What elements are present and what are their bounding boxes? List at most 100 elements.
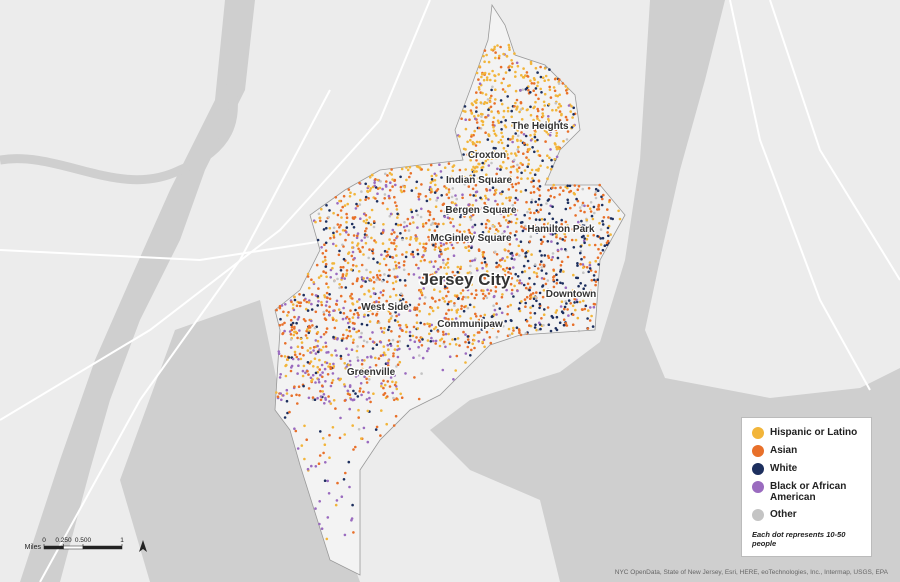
population-dot <box>374 241 378 244</box>
population-dot <box>357 306 361 310</box>
population-dot <box>526 177 529 180</box>
population-dot <box>356 359 360 362</box>
population-dot <box>367 391 370 394</box>
population-dot <box>283 355 287 358</box>
population-dot <box>592 205 596 209</box>
population-dot <box>497 222 501 225</box>
population-dot <box>502 160 505 164</box>
population-dot <box>351 424 355 427</box>
population-dot <box>519 190 523 193</box>
population-dot <box>448 342 452 346</box>
population-dot <box>480 119 484 123</box>
population-dot <box>538 218 541 222</box>
population-dot <box>351 302 354 305</box>
population-dot <box>418 242 422 245</box>
population-dot <box>412 255 415 259</box>
population-dot <box>365 227 368 230</box>
population-dot <box>575 276 578 280</box>
population-dot <box>496 180 500 183</box>
population-dot <box>309 376 313 380</box>
population-dot <box>606 226 610 230</box>
population-dot <box>325 351 328 354</box>
population-dot <box>464 340 467 344</box>
population-dot <box>347 363 350 367</box>
population-dot <box>555 233 558 237</box>
population-dot <box>336 338 339 341</box>
population-dot <box>393 238 396 242</box>
population-dot <box>409 236 413 239</box>
population-dot <box>319 219 322 223</box>
population-dot <box>473 231 477 234</box>
population-dot <box>591 228 594 231</box>
population-dot <box>337 253 341 257</box>
population-dot <box>440 275 444 278</box>
population-dot <box>572 246 576 249</box>
population-dot <box>324 220 328 223</box>
population-dot <box>306 272 310 276</box>
population-dot <box>508 267 512 271</box>
population-dot <box>374 178 377 181</box>
population-dot <box>477 176 480 180</box>
population-dot <box>442 202 446 206</box>
population-dot <box>505 55 509 58</box>
population-dot <box>434 205 438 208</box>
population-dot <box>379 291 383 294</box>
population-dot <box>532 190 536 194</box>
population-dot <box>463 278 466 282</box>
population-dot <box>346 389 350 393</box>
population-dot <box>458 168 462 172</box>
population-dot <box>355 264 358 268</box>
population-dot <box>572 106 575 110</box>
population-dot <box>530 168 534 172</box>
population-dot <box>508 46 511 49</box>
population-dot <box>493 250 497 254</box>
population-dot <box>410 252 413 256</box>
population-dot <box>456 270 460 274</box>
population-dot <box>450 180 453 184</box>
population-dot <box>503 259 507 263</box>
population-dot <box>323 479 327 483</box>
population-dot <box>450 234 453 238</box>
population-dot <box>373 184 377 188</box>
population-dot <box>300 341 304 344</box>
population-dot <box>298 304 302 308</box>
population-dot <box>565 138 569 141</box>
population-dot <box>531 146 534 149</box>
population-dot <box>381 372 385 375</box>
population-dot <box>504 150 508 153</box>
population-dot <box>341 317 345 321</box>
population-dot <box>345 269 349 272</box>
population-dot <box>513 234 517 237</box>
population-dot <box>310 293 314 296</box>
population-dot <box>390 330 393 333</box>
population-dot <box>606 231 609 234</box>
population-dot <box>438 234 442 237</box>
population-dot <box>482 316 485 320</box>
population-dot <box>568 184 572 188</box>
population-dot <box>446 320 450 323</box>
population-dot <box>548 156 551 160</box>
population-dot <box>417 345 420 349</box>
population-dot <box>513 152 517 155</box>
population-dot <box>464 296 468 299</box>
population-dot <box>474 144 478 147</box>
population-dot <box>561 238 564 241</box>
population-dot <box>399 299 403 303</box>
population-dot <box>456 308 460 312</box>
population-dot <box>312 281 316 284</box>
population-dot <box>608 199 611 202</box>
population-dot <box>487 198 490 201</box>
population-dot <box>502 77 505 81</box>
population-dot <box>334 244 338 248</box>
population-dot <box>312 365 315 368</box>
population-dot <box>359 285 363 289</box>
population-dot <box>357 408 360 412</box>
population-dot <box>475 71 479 75</box>
population-dot <box>378 262 382 266</box>
population-dot <box>293 315 296 319</box>
population-dot <box>472 339 476 342</box>
population-dot <box>348 385 352 389</box>
population-dot <box>466 296 470 299</box>
population-dot <box>528 288 531 292</box>
population-dot <box>579 251 582 255</box>
